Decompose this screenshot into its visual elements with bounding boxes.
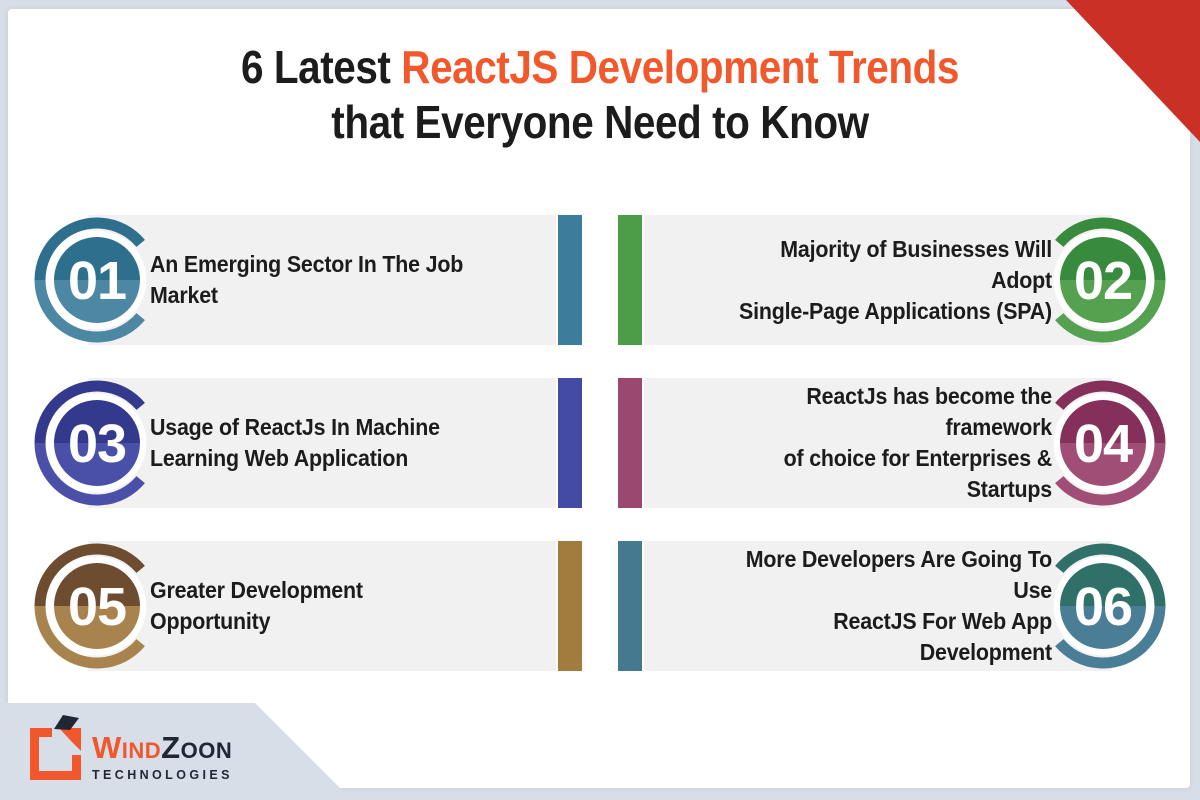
trend-number-badge: 02 <box>1053 217 1166 343</box>
trend-item-05: Greater Development Opportunity 05 <box>32 541 582 671</box>
trend-number-badge: 03 <box>34 380 147 506</box>
trend-number-badge: 04 <box>1053 380 1166 506</box>
trend-accent-bar <box>618 378 642 508</box>
trend-item-03: Usage of ReactJs In Machine Learning Web… <box>32 378 582 508</box>
brand-subtitle: TECHNOLOGIES <box>92 768 233 782</box>
trend-text: Greater Development Opportunity <box>150 577 363 634</box>
trend-number: 03 <box>68 414 126 474</box>
trend-accent-bar <box>558 541 582 671</box>
trend-bar <box>644 215 1112 345</box>
trend-text: An Emerging Sector In The Job Market <box>150 251 464 308</box>
trend-text: Usage of ReactJs In Machine Learning Web… <box>150 414 440 471</box>
trend-bar <box>88 378 556 508</box>
trend-bar <box>88 541 556 671</box>
trend-number: 06 <box>1074 577 1132 637</box>
trend-accent-bar <box>618 215 642 345</box>
trend-accent-bar <box>618 541 642 671</box>
trend-number: 02 <box>1074 251 1132 311</box>
trend-bar <box>644 378 1112 508</box>
title-prefix: 6 Latest <box>240 41 402 93</box>
trend-item-02: Majority of Businesses Will Adopt Single… <box>618 215 1166 345</box>
trend-item-06: More Developers Are Going To Use ReactJS… <box>618 541 1166 671</box>
windzoon-logo-text: WindZoon TECHNOLOGIES <box>92 732 233 782</box>
trend-number: 05 <box>68 577 126 637</box>
trend-text: More Developers Are Going To Use ReactJS… <box>745 546 1052 665</box>
trend-number-badge: 06 <box>1053 543 1166 669</box>
trend-text: Majority of Businesses Will Adopt Single… <box>739 235 1052 324</box>
trend-accent-bar <box>558 215 582 345</box>
brand-name-part2: Zoon <box>161 730 233 765</box>
windzoon-logo-icon <box>30 715 81 780</box>
trend-number: 04 <box>1074 414 1133 474</box>
title-highlight: ReactJS Development Trends <box>401 41 960 93</box>
title-line1: 6 Latest ReactJS Development Trends <box>72 40 1128 95</box>
title-line2: that Everyone Need to Know <box>331 96 869 148</box>
trend-number-badge: 05 <box>34 543 147 669</box>
brand-name: WindZoon <box>92 732 233 763</box>
brand-name-part1: Wind <box>92 730 162 765</box>
trend-bar <box>644 541 1112 671</box>
page-title: 6 Latest ReactJS Development Trends that… <box>72 40 1128 150</box>
trend-number: 01 <box>68 251 126 311</box>
trend-number-badge: 01 <box>34 217 147 343</box>
trend-item-04: ReactJs has become the framework of choi… <box>618 378 1166 508</box>
trend-accent-bar <box>558 378 582 508</box>
trend-bar <box>88 215 556 345</box>
trend-item-01: An Emerging Sector In The Job Market 01 <box>32 215 582 345</box>
trend-text: ReactJs has become the framework of choi… <box>783 383 1053 502</box>
